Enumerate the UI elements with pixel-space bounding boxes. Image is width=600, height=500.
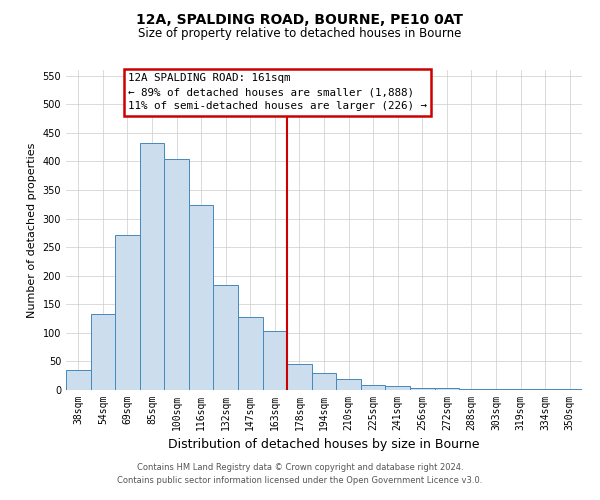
Bar [214, 285, 238, 390]
Bar [115, 234, 140, 390]
Bar [434, 388, 459, 390]
Bar [263, 331, 287, 390]
Bar [385, 386, 410, 390]
Text: Contains HM Land Registry data © Crown copyright and database right 2024.: Contains HM Land Registry data © Crown c… [137, 464, 463, 472]
Bar [91, 314, 115, 390]
Text: Size of property relative to detached houses in Bourne: Size of property relative to detached ho… [139, 28, 461, 40]
Bar [238, 317, 263, 390]
Bar [410, 388, 434, 390]
Y-axis label: Number of detached properties: Number of detached properties [27, 142, 37, 318]
Bar [312, 373, 336, 390]
Text: 12A SPALDING ROAD: 161sqm
← 89% of detached houses are smaller (1,888)
11% of se: 12A SPALDING ROAD: 161sqm ← 89% of detac… [128, 73, 427, 111]
Bar [557, 389, 582, 390]
Bar [287, 364, 312, 390]
Bar [336, 378, 361, 390]
Bar [189, 206, 214, 390]
Bar [66, 370, 91, 390]
Bar [164, 158, 189, 390]
Text: Contains public sector information licensed under the Open Government Licence v3: Contains public sector information licen… [118, 476, 482, 485]
X-axis label: Distribution of detached houses by size in Bourne: Distribution of detached houses by size … [168, 438, 480, 452]
Bar [140, 143, 164, 390]
Bar [459, 389, 484, 390]
Text: 12A, SPALDING ROAD, BOURNE, PE10 0AT: 12A, SPALDING ROAD, BOURNE, PE10 0AT [137, 12, 464, 26]
Bar [361, 386, 385, 390]
